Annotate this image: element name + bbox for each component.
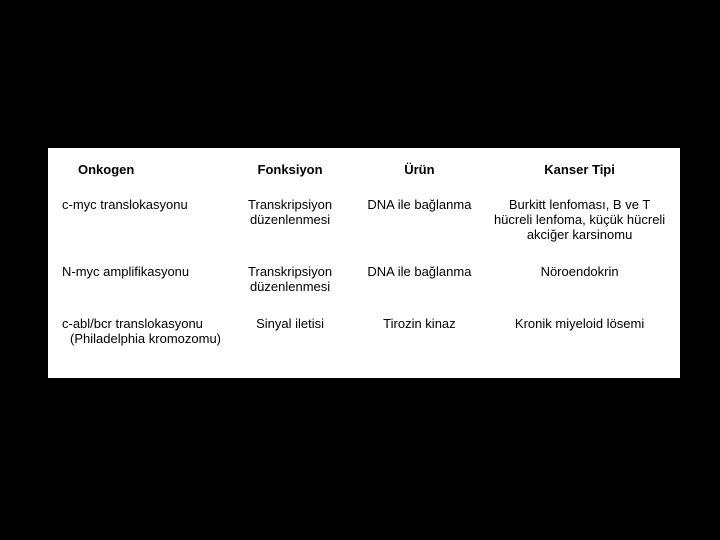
- cell-kanser-tipi: Burkitt lenfoması, B ve T hücreli lenfom…: [487, 193, 672, 260]
- table-panel: Onkogen Fonksiyon Ürün Kanser Tipi c-myc…: [48, 148, 680, 378]
- col-header-onkogen: Onkogen: [56, 158, 228, 193]
- cell-urun: Tirozin kinaz: [352, 312, 488, 364]
- cell-onkogen: c-myc translokasyonu: [56, 193, 228, 260]
- table-row: c-abl/bcr translokasyonu (Philadelphia k…: [56, 312, 672, 364]
- cell-fonksiyon: Sinyal iletisi: [228, 312, 351, 364]
- cell-onkogen: N-myc amplifikasyonu: [56, 260, 228, 312]
- cell-urun: DNA ile bağlanma: [352, 260, 488, 312]
- cell-fonksiyon: Transkripsiyon düzenlenmesi: [228, 260, 351, 312]
- col-header-urun: Ürün: [352, 158, 488, 193]
- oncogene-table: Onkogen Fonksiyon Ürün Kanser Tipi c-myc…: [56, 158, 672, 364]
- cell-kanser-tipi: Nöroendokrin: [487, 260, 672, 312]
- cell-text: c-abl/bcr translokasyonu: [62, 316, 203, 331]
- table-header-row: Onkogen Fonksiyon Ürün Kanser Tipi: [56, 158, 672, 193]
- cell-text: N-myc amplifikasyonu: [62, 264, 189, 279]
- table-row: N-myc amplifikasyonu Transkripsiyon düze…: [56, 260, 672, 312]
- cell-subtext: (Philadelphia kromozomu): [62, 331, 222, 346]
- col-header-fonksiyon: Fonksiyon: [228, 158, 351, 193]
- table-row: c-myc translokasyonu Transkripsiyon düze…: [56, 193, 672, 260]
- cell-kanser-tipi: Kronik miyeloid lösemi: [487, 312, 672, 364]
- cell-onkogen: c-abl/bcr translokasyonu (Philadelphia k…: [56, 312, 228, 364]
- cell-urun: DNA ile bağlanma: [352, 193, 488, 260]
- col-header-kanser-tipi: Kanser Tipi: [487, 158, 672, 193]
- cell-text: c-myc translokasyonu: [62, 197, 188, 212]
- cell-fonksiyon: Transkripsiyon düzenlenmesi: [228, 193, 351, 260]
